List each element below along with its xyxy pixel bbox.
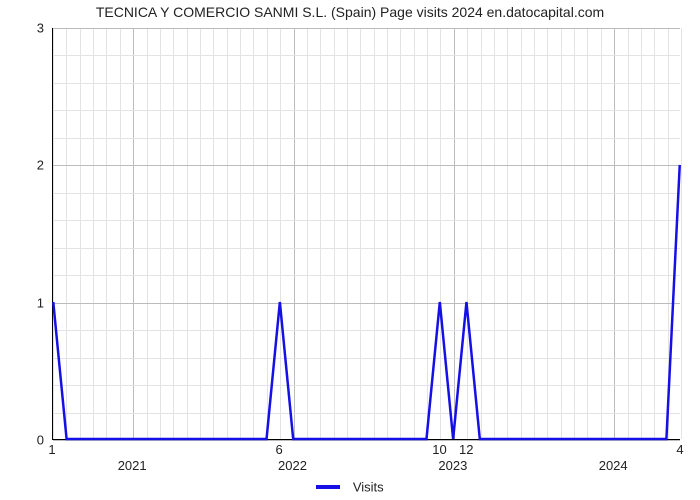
legend: Visits (0, 478, 700, 496)
x-tick-label: 2023 (438, 458, 467, 473)
visits-line (53, 28, 680, 439)
legend-swatch (316, 485, 340, 489)
x-tick-label: 2021 (118, 458, 147, 473)
x-secondary-tick-label: 4 (676, 442, 683, 457)
y-tick-label: 2 (4, 158, 44, 173)
y-tick-label: 0 (4, 433, 44, 448)
y-tick-label: 1 (4, 295, 44, 310)
legend-label: Visits (353, 479, 384, 494)
x-tick-label: 2024 (599, 458, 628, 473)
x-tick-label: 2022 (278, 458, 307, 473)
x-secondary-tick-label: 10 (432, 442, 446, 457)
chart-title: TECNICA Y COMERCIO SANMI S.L. (Spain) Pa… (0, 4, 700, 20)
x-secondary-tick-label: 12 (459, 442, 473, 457)
y-tick-label: 3 (4, 21, 44, 36)
x-secondary-tick-label: 6 (276, 442, 283, 457)
plot-area (52, 28, 680, 440)
x-secondary-tick-label: 1 (48, 442, 55, 457)
